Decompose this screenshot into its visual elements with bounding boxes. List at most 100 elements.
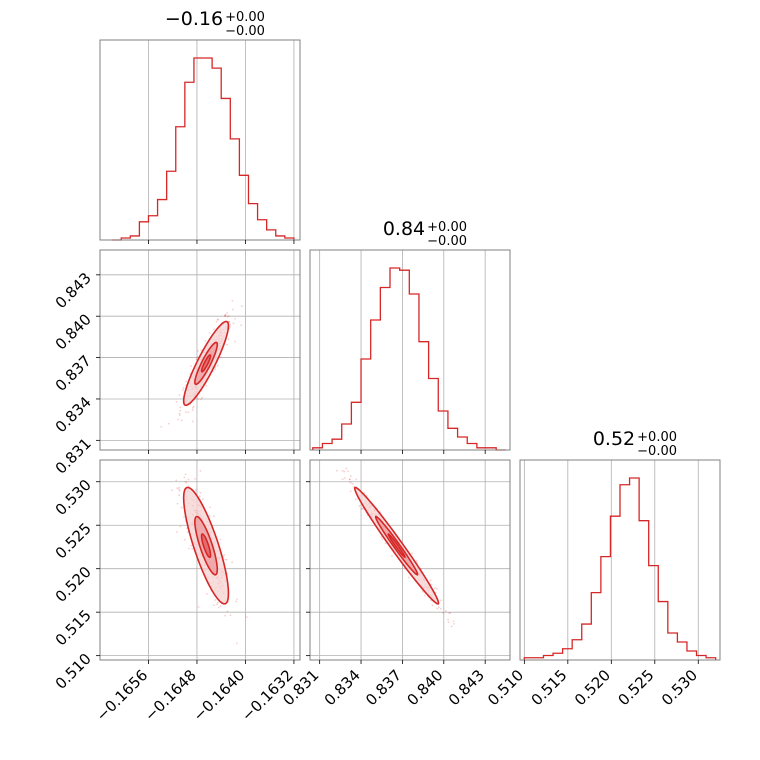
sample-point (200, 349, 203, 352)
x-tick-label: 0.515 (528, 666, 571, 709)
sample-point (185, 380, 188, 383)
y-tick-label: 0.520 (52, 563, 95, 606)
sample-point (171, 489, 173, 492)
sample-point (229, 614, 232, 617)
sample-point (196, 356, 199, 358)
sample-point (215, 320, 218, 323)
x-tick-label: 0.837 (362, 666, 405, 709)
x-tick-label: 0.510 (484, 666, 527, 709)
sample-point (194, 477, 196, 480)
sample-point (190, 544, 192, 547)
panel-frame (309, 249, 511, 451)
histogram-panel-2: 0.84 +0.00−0.00 (309, 218, 511, 454)
sample-point (212, 604, 215, 607)
x-tick-label: 0.525 (615, 666, 658, 709)
histogram-step (523, 477, 717, 660)
sample-point (411, 552, 413, 555)
sample-point (349, 475, 352, 477)
scatter-panel-2: −0.1656−0.1648−0.1640−0.16320.5100.5150.… (52, 447, 301, 725)
sample-point (204, 339, 207, 342)
sample-point (350, 481, 353, 484)
sample-point (182, 387, 185, 389)
sample-point (184, 473, 187, 476)
title-lower-error: −0.00 (637, 444, 677, 459)
sample-point (231, 561, 234, 564)
x-tick-label: −0.1656 (93, 666, 152, 725)
samples-and-contours (160, 299, 243, 428)
sample-point (431, 604, 434, 607)
contour-level-3 (200, 533, 212, 559)
sample-point (199, 491, 202, 494)
title-upper-error: +0.00 (637, 430, 677, 445)
sample-point (421, 590, 424, 593)
y-tick-label: 0.834 (52, 393, 95, 436)
sample-point (325, 447, 327, 449)
sample-point (178, 494, 181, 496)
sample-point (341, 469, 344, 472)
sample-point (333, 452, 335, 454)
sample-point (236, 598, 239, 600)
sample-point (216, 318, 219, 321)
sample-point (348, 478, 351, 481)
x-tick-label: 0.834 (321, 666, 364, 709)
sample-point (175, 531, 178, 534)
sample-point (175, 479, 178, 482)
sample-point (195, 358, 198, 361)
samples-and-contours (325, 447, 456, 628)
sample-point (201, 396, 203, 399)
sample-point (429, 579, 432, 582)
sample-point (178, 489, 181, 492)
sample-point (212, 515, 215, 518)
sample-point (179, 525, 182, 528)
sample-point (448, 611, 450, 614)
contour-level-3 (200, 354, 212, 373)
y-tick-label: 0.843 (52, 269, 95, 312)
sample-point (202, 498, 205, 500)
x-tick-label: −0.1640 (190, 666, 249, 725)
sample-point (160, 425, 163, 428)
sample-point (217, 606, 220, 609)
panel-title: 0.84 (383, 218, 425, 240)
sample-point (226, 315, 229, 318)
histogram-step (112, 57, 295, 241)
sample-point (240, 324, 243, 327)
sample-point (183, 476, 186, 479)
sample-point (198, 495, 201, 498)
sample-point (181, 389, 184, 391)
x-tick-label: 0.843 (445, 666, 488, 709)
sample-point (209, 506, 212, 509)
sample-point (229, 323, 232, 326)
histogram-step (312, 267, 506, 451)
sample-point (192, 405, 195, 408)
sample-point (235, 600, 238, 603)
contour-level-3 (387, 533, 406, 559)
sample-point (450, 625, 453, 628)
sample-point (348, 480, 351, 483)
sample-point (185, 481, 188, 484)
title-upper-error: +0.00 (427, 220, 467, 235)
sample-point (227, 315, 230, 317)
sample-point (168, 447, 170, 449)
sample-point (223, 315, 226, 317)
sample-point (349, 490, 352, 493)
sample-point (195, 489, 197, 492)
panel-frame (99, 459, 301, 661)
sample-point (224, 315, 226, 317)
sample-point (216, 601, 219, 604)
sample-point (205, 384, 208, 387)
sample-point (223, 553, 226, 556)
sample-point (191, 547, 194, 550)
sample-point (335, 469, 338, 472)
sample-point (240, 305, 243, 307)
sample-point (224, 558, 227, 561)
sample-point (232, 322, 235, 325)
y-tick-label: 0.525 (52, 519, 95, 562)
sample-point (167, 422, 170, 425)
sample-point (183, 538, 186, 541)
sample-point (176, 487, 179, 490)
sample-point (183, 516, 185, 518)
sample-point (214, 368, 217, 371)
sample-point (449, 612, 452, 615)
sample-point (424, 594, 426, 597)
